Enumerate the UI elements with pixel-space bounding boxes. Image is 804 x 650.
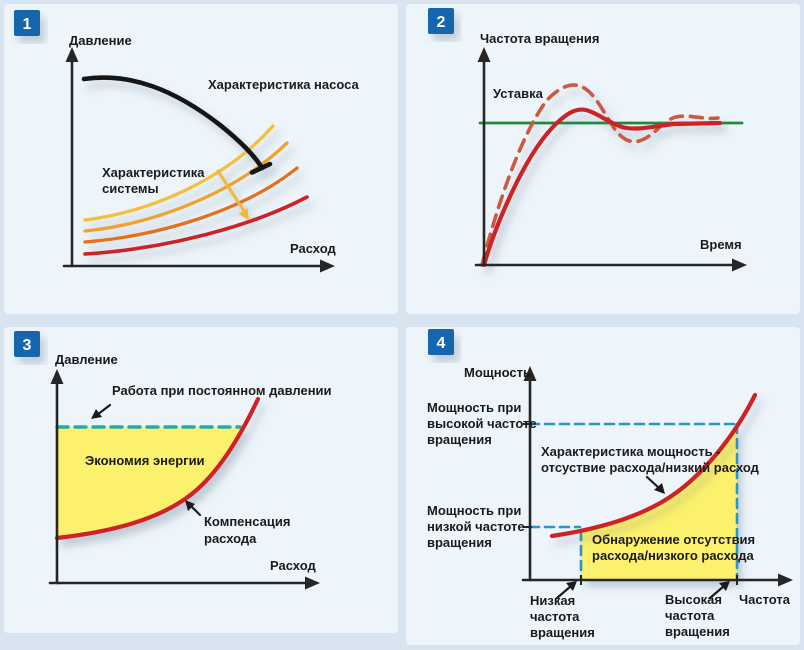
panel-3: 3 Давление Расход Работа при постоянном …	[0, 325, 402, 650]
panel-3-badge	[14, 331, 40, 357]
panel-4-curves	[549, 392, 758, 539]
panel-1-badge	[14, 10, 40, 36]
detection-area	[581, 426, 737, 580]
compensation-arrowhead	[185, 500, 195, 511]
panel-3-curves	[54, 396, 261, 541]
high-freq-label-line1: Высокая	[665, 592, 722, 607]
panel-2-curves	[480, 83, 723, 268]
p4-y-axis-arrowhead	[523, 366, 537, 381]
constant-pressure-arrowhead	[91, 409, 102, 419]
panel-1-badge-number: 1	[23, 16, 32, 33]
p4-x-axis-arrowhead	[778, 573, 793, 587]
p2-y-axis-label: Частота вращения	[480, 31, 599, 46]
p1-y-axis-label: Давление	[69, 33, 132, 48]
compensation-label-line2: расхода	[204, 531, 257, 546]
pump-curve	[81, 75, 265, 171]
p2-x-axis-label: Время	[700, 237, 742, 252]
low-power-label-line1: Мощность при	[427, 503, 521, 518]
panel-1: 1 Давление Расход Характеристика насоса …	[0, 0, 402, 325]
high-freq-arrowhead	[719, 581, 730, 591]
system-shift-arrow	[216, 169, 246, 213]
system-shift-arrowhead	[238, 208, 249, 220]
panel-3-chart: 3 Давление Расход Работа при постоянном …	[4, 327, 398, 633]
low-freq-arrowhead	[566, 581, 577, 591]
system-curve-1	[83, 124, 275, 222]
detection-label-line1: Обнаружение отсутствия	[592, 532, 755, 547]
high-power-label-line1: Мощность при	[427, 400, 521, 415]
system-curve-4	[83, 195, 309, 256]
p2-y-axis-arrowhead	[477, 47, 491, 62]
system-curve-label-line2: системы	[102, 181, 159, 196]
flow-compensation-curve	[54, 396, 261, 541]
panel-2-background	[406, 4, 800, 314]
p1-x-axis-label: Расход	[290, 241, 336, 256]
p3-x-axis-label: Расход	[270, 558, 316, 573]
detection-label-line2: расхода/низкого расхода	[592, 548, 755, 563]
compensation-label-line1: Компенсация	[204, 514, 290, 529]
panel-4-chart: 4 Мощность Частота Мощность при высокой …	[406, 327, 800, 645]
energy-savings-area	[57, 427, 244, 538]
system-curve-label-line1: Характеристика	[102, 165, 205, 180]
p1-x-axis-arrowhead	[320, 259, 335, 273]
power-curve	[549, 392, 758, 539]
pump-curve-label: Характеристика насоса	[208, 77, 360, 92]
panel-1-chart: 1 Давление Расход Характеристика насоса …	[4, 4, 398, 314]
response-curve-solid	[481, 107, 723, 268]
p3-x-axis-arrowhead	[305, 576, 320, 590]
p1-y-axis-arrowhead	[65, 47, 79, 62]
panel-3-badge-number: 3	[23, 337, 32, 354]
constant-pressure-label: Работа при постоянном давлении	[112, 383, 332, 398]
p4-x-axis-label: Частота	[739, 592, 791, 607]
high-power-label-line3: вращения	[427, 432, 492, 447]
panel-4-area-group	[581, 426, 737, 580]
low-power-label-line3: вращения	[427, 535, 492, 550]
panel-2-chart: 2 Частота вращения Время Уставка	[406, 4, 800, 314]
panel-1-background	[4, 4, 398, 314]
p4-y-axis-label: Мощность	[464, 365, 531, 380]
power-char-arrowhead	[654, 483, 665, 494]
energy-savings-label: Экономия энергии	[85, 453, 205, 468]
panel-4-badge-number: 4	[437, 335, 446, 352]
high-freq-label-line2: частота	[665, 608, 715, 623]
system-curve-3	[83, 166, 299, 244]
p3-y-axis-arrowhead	[50, 369, 64, 384]
p3-y-axis-label: Давление	[55, 352, 118, 367]
p2-x-axis-arrowhead	[732, 258, 747, 272]
low-freq-label-line3: вращения	[530, 625, 595, 640]
setpoint-label: Уставка	[493, 86, 544, 101]
response-curve-dashed	[480, 83, 720, 267]
low-power-label-line2: низкой частоте	[427, 519, 525, 534]
high-freq-arrow	[708, 584, 726, 600]
low-freq-arrow	[555, 584, 573, 600]
panel-1-curves	[81, 75, 309, 256]
pump-curve-end-bar	[249, 161, 273, 175]
low-freq-label-line2: частота	[530, 609, 580, 624]
panel-4-badge	[428, 329, 454, 355]
panel-4: 4 Мощность Частота Мощность при высокой …	[402, 325, 804, 650]
high-freq-label-line3: вращения	[665, 624, 730, 639]
panel-2-badge	[428, 8, 454, 34]
power-char-label-line1: Характеристика мощность -	[541, 444, 721, 459]
low-freq-label-line1: Низкая	[530, 593, 575, 608]
panel-2-badge-number: 2	[437, 14, 446, 31]
high-power-label-line2: высокой частоте	[427, 416, 537, 431]
power-char-label-line2: отсуствие расхода/низкий расход	[541, 460, 760, 475]
system-curve-2	[83, 141, 289, 233]
panel-2: 2 Частота вращения Время Уставка	[402, 0, 804, 325]
